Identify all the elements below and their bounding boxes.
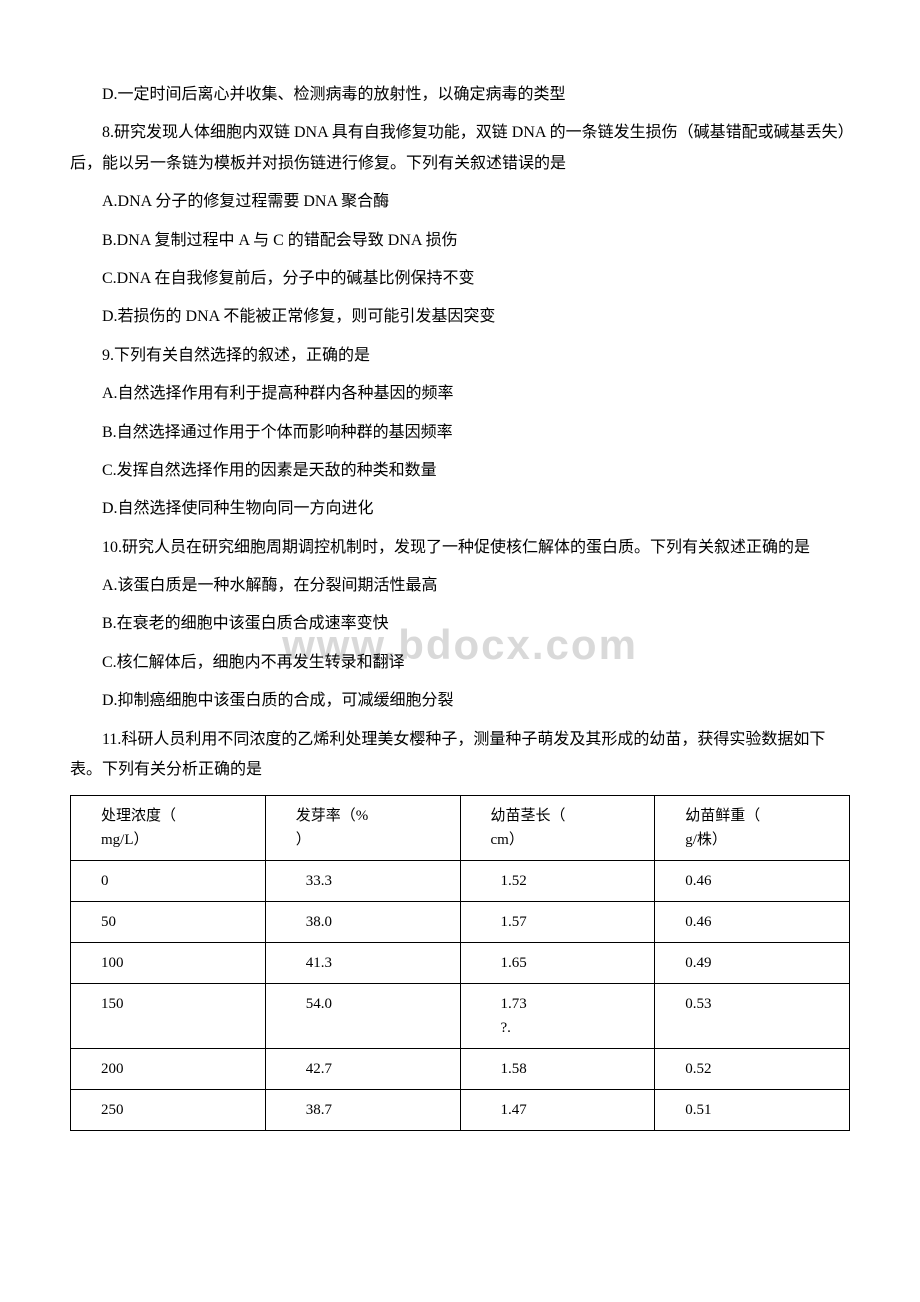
table-row: 100 41.3 1.65 0.49: [71, 943, 850, 984]
table-cell: 0.49: [655, 943, 850, 984]
header-stem-length: 幼苗茎长（cm）: [460, 796, 655, 861]
table-cell: 38.0: [265, 902, 460, 943]
table-row: 200 42.7 1.58 0.52: [71, 1049, 850, 1090]
table-cell: 1.57: [460, 902, 655, 943]
q10-option-d: D.抑制癌细胞中该蛋白质的合成，可减缓细胞分裂: [70, 686, 850, 716]
table-cell: 0: [71, 861, 266, 902]
table-row: 50 38.0 1.57 0.46: [71, 902, 850, 943]
table-cell: 1.58: [460, 1049, 655, 1090]
table-cell: 0.53: [655, 984, 850, 1049]
q8-option-a: A.DNA 分子的修复过程需要 DNA 聚合酶: [70, 187, 850, 217]
q10-option-a: A.该蛋白质是一种水解酶，在分裂间期活性最高: [70, 571, 850, 601]
table-cell: 0.46: [655, 861, 850, 902]
q9-option-b: B.自然选择通过作用于个体而影响种群的基因频率: [70, 418, 850, 448]
table-cell: 50: [71, 902, 266, 943]
header-germination: 发芽率（%）: [265, 796, 460, 861]
q9-stem: 9.下列有关自然选择的叙述，正确的是: [70, 341, 850, 371]
q10-stem: 10.研究人员在研究细胞周期调控机制时，发现了一种促使核仁解体的蛋白质。下列有关…: [70, 533, 850, 563]
q11-stem: 11.科研人员利用不同浓度的乙烯利处理美女樱种子，测量种子萌发及其形成的幼苗，获…: [70, 725, 850, 786]
q10-option-c: C.核仁解体后，细胞内不再发生转录和翻译: [70, 648, 850, 678]
table-cell: 0.52: [655, 1049, 850, 1090]
table-cell: 200: [71, 1049, 266, 1090]
table-cell: 54.0: [265, 984, 460, 1049]
table-cell: 250: [71, 1090, 266, 1131]
data-table: 处理浓度（mg/L） 发芽率（%） 幼苗茎长（cm） 幼苗鲜重（g/株） 0 3…: [70, 795, 850, 1131]
table-cell: 0.46: [655, 902, 850, 943]
q8-option-b: B.DNA 复制过程中 A 与 C 的错配会导致 DNA 损伤: [70, 226, 850, 256]
header-fresh-weight: 幼苗鲜重（g/株）: [655, 796, 850, 861]
table-cell: 41.3: [265, 943, 460, 984]
q9-option-c: C.发挥自然选择作用的因素是天敌的种类和数量: [70, 456, 850, 486]
table-cell: 38.7: [265, 1090, 460, 1131]
table-cell: 150: [71, 984, 266, 1049]
table-cell: 1.73?.: [460, 984, 655, 1049]
table-row: 150 54.0 1.73?. 0.53: [71, 984, 850, 1049]
q8-option-d: D.若损伤的 DNA 不能被正常修复，则可能引发基因突变: [70, 302, 850, 332]
q8-option-c: C.DNA 在自我修复前后，分子中的碱基比例保持不变: [70, 264, 850, 294]
q7-option-d: D.一定时间后离心并收集、检测病毒的放射性，以确定病毒的类型: [70, 80, 850, 110]
q10-option-b: B.在衰老的细胞中该蛋白质合成速率变快: [70, 609, 850, 639]
q9-option-d: D.自然选择使同种生物向同一方向进化: [70, 494, 850, 524]
table-row: 0 33.3 1.52 0.46: [71, 861, 850, 902]
q9-option-a: A.自然选择作用有利于提高种群内各种基因的频率: [70, 379, 850, 409]
table-header-row: 处理浓度（mg/L） 发芽率（%） 幼苗茎长（cm） 幼苗鲜重（g/株）: [71, 796, 850, 861]
table-cell: 1.65: [460, 943, 655, 984]
table-row: 250 38.7 1.47 0.51: [71, 1090, 850, 1131]
document-body: D.一定时间后离心并收集、检测病毒的放射性，以确定病毒的类型 8.研究发现人体细…: [70, 80, 850, 1131]
q8-stem: 8.研究发现人体细胞内双链 DNA 具有自我修复功能，双链 DNA 的一条链发生…: [70, 118, 850, 179]
table-cell: 1.47: [460, 1090, 655, 1131]
table-cell: 0.51: [655, 1090, 850, 1131]
table-cell: 100: [71, 943, 266, 984]
header-concentration: 处理浓度（mg/L）: [71, 796, 266, 861]
table-cell: 42.7: [265, 1049, 460, 1090]
table-cell: 33.3: [265, 861, 460, 902]
table-cell: 1.52: [460, 861, 655, 902]
